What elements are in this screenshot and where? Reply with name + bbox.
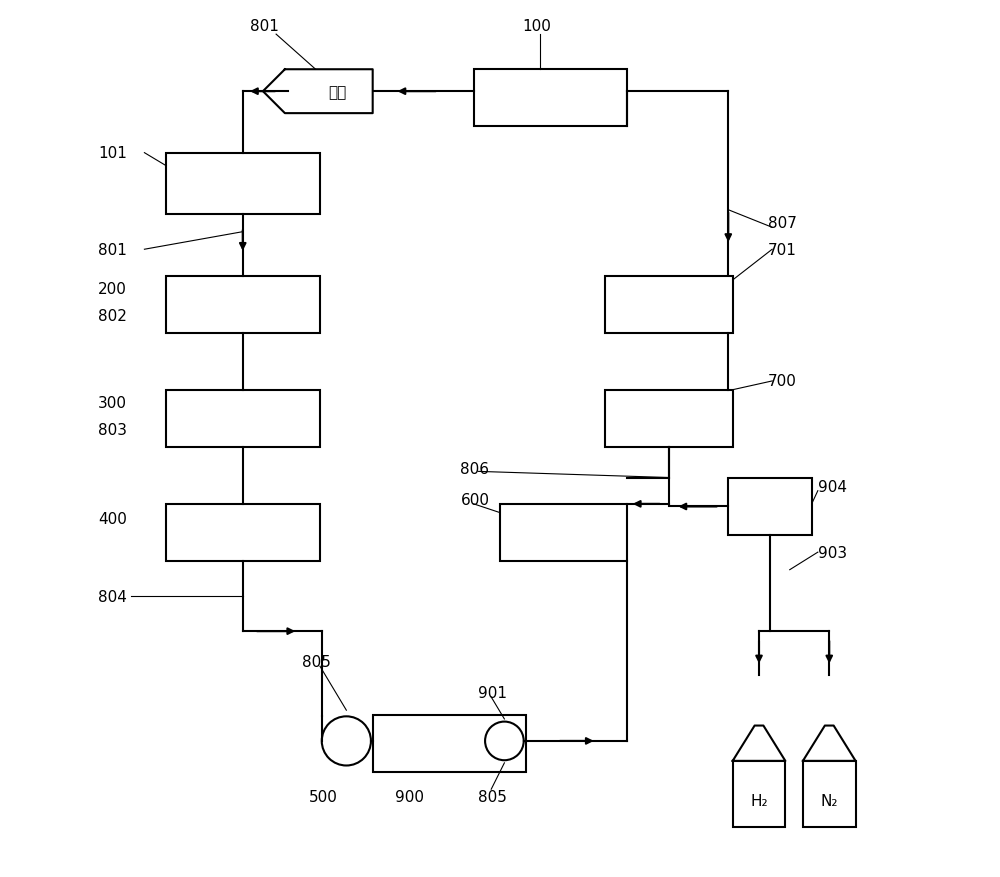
Bar [166, 390, 320, 447]
Text: 700: 700 [768, 374, 797, 389]
Bar [166, 153, 320, 215]
Text: 804: 804 [98, 588, 127, 604]
Bar [803, 761, 856, 826]
Text: 900: 900 [395, 788, 424, 804]
Text: 807: 807 [768, 216, 797, 232]
Text: 701: 701 [768, 242, 797, 258]
Bar [605, 390, 733, 447]
Text: 805: 805 [478, 788, 507, 804]
Text: 801: 801 [250, 18, 279, 34]
Text: 400: 400 [98, 511, 127, 527]
Text: 806: 806 [460, 461, 489, 477]
Text: 901: 901 [478, 685, 507, 701]
Text: 300: 300 [98, 396, 127, 411]
Text: 801: 801 [98, 242, 127, 258]
Bar [474, 70, 627, 127]
Text: 200: 200 [98, 282, 127, 297]
Bar [733, 761, 785, 826]
Text: 803: 803 [98, 422, 127, 438]
Text: 尾气: 尾气 [328, 84, 347, 100]
Text: 903: 903 [818, 545, 847, 560]
Bar [166, 504, 320, 561]
Text: 101: 101 [98, 146, 127, 161]
Text: 802: 802 [98, 308, 127, 324]
Text: 100: 100 [522, 18, 551, 34]
Text: 805: 805 [302, 654, 331, 670]
Bar [605, 276, 733, 333]
Text: N₂: N₂ [820, 793, 838, 808]
Text: H₂: H₂ [750, 793, 768, 808]
Bar [166, 276, 320, 333]
Bar [728, 478, 812, 535]
Text: 904: 904 [818, 479, 847, 495]
Bar [373, 715, 526, 772]
Bar [500, 504, 627, 561]
Text: 600: 600 [460, 492, 489, 508]
Text: 500: 500 [309, 788, 337, 804]
